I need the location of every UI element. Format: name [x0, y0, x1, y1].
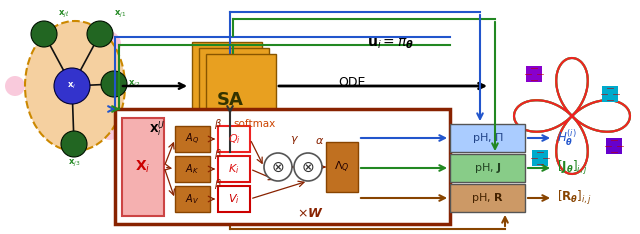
- Circle shape: [31, 21, 57, 47]
- Text: $\times \boldsymbol{W}$: $\times \boldsymbol{W}$: [296, 207, 323, 220]
- Text: $\beta$: $\beta$: [214, 177, 222, 191]
- Text: $K_i$: $K_i$: [228, 162, 240, 176]
- Text: $\mathbf{x}_{j1}$: $\mathbf{x}_{j1}$: [114, 9, 126, 20]
- Bar: [175, 156, 210, 182]
- Bar: [199, 48, 269, 158]
- Text: $\gamma$: $\gamma$: [291, 134, 300, 146]
- Circle shape: [99, 118, 121, 140]
- Bar: [218, 156, 250, 182]
- Bar: [606, 138, 622, 154]
- Text: $[\mathbf{R}_{\boldsymbol{\theta}}]_{i,j}$: $[\mathbf{R}_{\boldsymbol{\theta}}]_{i,j…: [557, 189, 592, 207]
- Bar: [206, 54, 276, 164]
- Circle shape: [95, 31, 121, 57]
- Circle shape: [101, 71, 127, 97]
- Text: $\mathbf{u}_i = \pi_{\boldsymbol{\theta}}$: $\mathbf{u}_i = \pi_{\boldsymbol{\theta}…: [367, 37, 413, 51]
- Ellipse shape: [25, 21, 125, 151]
- Bar: [218, 186, 250, 212]
- Circle shape: [54, 68, 90, 104]
- Text: $[\mathbf{J}_{\boldsymbol{\theta}}]_{i,j}$: $[\mathbf{J}_{\boldsymbol{\theta}}]_{i,j…: [557, 159, 588, 177]
- Text: $H_{\boldsymbol{\theta}}^{(i)}$: $H_{\boldsymbol{\theta}}^{(i)}$: [557, 128, 577, 148]
- Text: $\mathbf{x}_{j3}$: $\mathbf{x}_{j3}$: [68, 158, 80, 169]
- Bar: [526, 66, 542, 82]
- Text: $\beta$: $\beta$: [214, 117, 222, 131]
- Circle shape: [87, 21, 113, 47]
- Text: $\mathbf{X}_i$: $\mathbf{X}_i$: [135, 159, 151, 175]
- Bar: [192, 42, 262, 152]
- Circle shape: [61, 131, 87, 157]
- Bar: [175, 126, 210, 152]
- Text: $\mathbf{x}_{j\ell}$: $\mathbf{x}_{j\ell}$: [58, 9, 69, 20]
- Bar: [450, 124, 525, 152]
- Bar: [602, 86, 618, 102]
- Bar: [326, 142, 358, 192]
- Text: $V_i$: $V_i$: [228, 192, 240, 206]
- Text: $\mathbf{x}_{j2}$: $\mathbf{x}_{j2}$: [128, 78, 140, 90]
- Bar: [122, 118, 164, 216]
- Bar: [115, 109, 450, 224]
- Text: $\mathbf{x}_i$: $\mathbf{x}_i$: [67, 81, 77, 91]
- Bar: [532, 150, 548, 166]
- Text: SA: SA: [216, 91, 243, 109]
- Circle shape: [294, 153, 322, 181]
- Bar: [218, 126, 250, 152]
- Bar: [450, 154, 525, 182]
- Text: $\mathbf{X}_i^{U}$: $\mathbf{X}_i^{U}$: [149, 119, 165, 139]
- Text: pH, $\mathbf{J}$: pH, $\mathbf{J}$: [474, 161, 501, 175]
- Circle shape: [264, 153, 292, 181]
- Text: $\otimes$: $\otimes$: [271, 160, 285, 175]
- Text: $A_Q$: $A_Q$: [186, 132, 200, 146]
- Text: $\Lambda_Q$: $\Lambda_Q$: [334, 159, 349, 175]
- Text: $\otimes$: $\otimes$: [301, 160, 315, 175]
- Text: pH, $\mathbf{R}$: pH, $\mathbf{R}$: [471, 191, 504, 205]
- Circle shape: [5, 76, 25, 96]
- Text: ODE: ODE: [339, 76, 365, 89]
- Text: $\alpha$: $\alpha$: [316, 136, 324, 146]
- Text: softmax: softmax: [234, 119, 276, 129]
- Text: $\beta$: $\beta$: [214, 147, 222, 161]
- Bar: [175, 186, 210, 212]
- Text: $A_K$: $A_K$: [186, 162, 200, 176]
- Text: $Q_i$: $Q_i$: [228, 132, 241, 146]
- Bar: [450, 184, 525, 212]
- Text: pH, $\Pi$: pH, $\Pi$: [472, 131, 504, 145]
- Text: $A_V$: $A_V$: [186, 192, 200, 206]
